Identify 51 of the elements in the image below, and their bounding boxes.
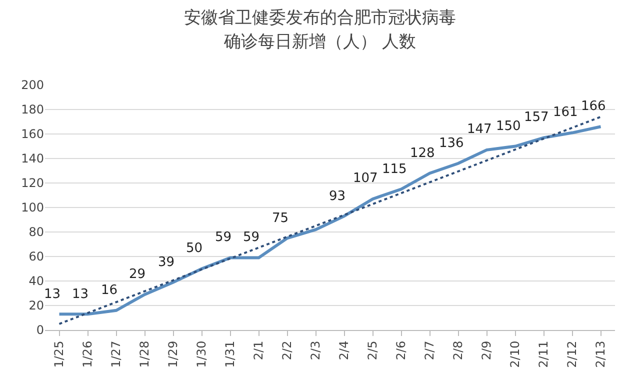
data-label: 136 — [439, 136, 464, 151]
x-tick-label: 1/29 — [166, 340, 180, 368]
y-tick-label: 180 — [21, 102, 44, 117]
y-tick-label: 0 — [36, 323, 44, 338]
data-label: 13 — [44, 287, 61, 302]
x-tick-label: 2/10 — [508, 340, 522, 368]
x-tick-label: 2/8 — [451, 340, 466, 360]
x-tick-label: 2/11 — [536, 340, 551, 368]
data-label: 50 — [186, 241, 203, 256]
y-tick-label: 20 — [28, 298, 44, 313]
x-tick-label: 1/31 — [223, 340, 238, 368]
x-tick-label: 1/27 — [109, 340, 124, 368]
data-label: 16 — [101, 283, 118, 298]
x-tick-label: 1/26 — [80, 340, 95, 368]
y-tick-label: 200 — [21, 78, 44, 92]
y-tick-label: 160 — [21, 127, 44, 142]
y-tick-label: 60 — [28, 250, 44, 264]
x-tick-label: 2/2 — [280, 340, 294, 360]
y-tick-label: 100 — [21, 200, 44, 215]
data-label: 115 — [382, 162, 407, 177]
chart-title: 安徽省卫健委发布的合肥市冠状病毒确诊每日新增（人） 人数 — [183, 7, 457, 54]
data-label: 161 — [553, 105, 578, 120]
x-tick-label: 2/13 — [594, 340, 608, 368]
data-label: 157 — [524, 110, 549, 125]
data-label: 93 — [329, 189, 346, 204]
y-tick-label: 120 — [21, 176, 44, 190]
data-label: 128 — [410, 146, 435, 161]
data-label: 59 — [215, 230, 232, 245]
data-label: 107 — [353, 171, 378, 186]
y-tick-label: 140 — [21, 152, 44, 166]
data-label: 150 — [496, 119, 521, 134]
x-tick-label: 2/7 — [422, 340, 437, 360]
x-tick-label: 2/12 — [565, 340, 580, 368]
data-label: 59 — [243, 230, 260, 245]
x-tick-label: 2/9 — [480, 340, 494, 360]
x-tick-label: 2/5 — [366, 340, 380, 360]
x-tick-label: 1/28 — [138, 340, 152, 368]
x-tick-label: 2/3 — [308, 340, 323, 360]
data-label: 75 — [272, 211, 289, 226]
data-label: 166 — [581, 99, 606, 114]
x-tick-label: 2/4 — [337, 340, 352, 360]
data-label: 13 — [72, 287, 89, 302]
x-tick-label: 2/1 — [252, 340, 266, 360]
y-tick-label: 40 — [28, 274, 44, 288]
data-label: 39 — [158, 255, 175, 270]
x-tick-label: 1/25 — [52, 340, 66, 368]
x-tick-label: 1/30 — [194, 340, 209, 368]
x-tick-label: 2/6 — [394, 340, 408, 360]
y-tick-label: 80 — [28, 225, 44, 240]
data-label: 29 — [129, 267, 146, 282]
data-label: 147 — [467, 122, 492, 137]
